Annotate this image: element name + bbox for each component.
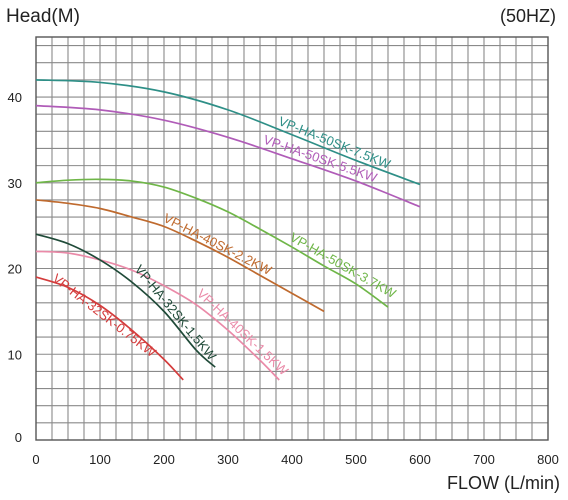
series-line-vp-ha-50sk-3-7kw <box>35 178 389 308</box>
x-axis-title: FLOW (L/min) <box>446 473 560 493</box>
x-tick-label: 600 <box>409 452 431 467</box>
y-tick-label: 40 <box>8 90 22 105</box>
y-tick-label: 30 <box>8 176 22 191</box>
x-tick-label: 0 <box>32 452 39 467</box>
plot-frame <box>35 36 549 441</box>
x-tick-label: 700 <box>473 452 495 467</box>
x-tick-label: 200 <box>153 452 175 467</box>
x-tick-label: 500 <box>345 452 367 467</box>
series-line-vp-ha-32sk-0-75kw <box>35 276 184 381</box>
y-tick-label: 20 <box>8 262 22 277</box>
series-line-vp-ha-50sk-5-5kw <box>35 104 421 208</box>
frequency-label: (50HZ) <box>499 6 556 26</box>
x-tick-label: 400 <box>281 452 303 467</box>
x-tick-label: 100 <box>89 452 111 467</box>
series-line-vp-ha-40sk-2-2kw <box>35 199 325 313</box>
series-line-vp-ha-50sk-7-5kw <box>35 79 421 186</box>
y-tick-label: 10 <box>8 347 22 362</box>
x-tick-label: 300 <box>217 452 239 467</box>
y-axis-title: Head(M) <box>6 6 80 27</box>
series-line-vp-ha-40sk-1-5kw <box>35 250 280 381</box>
x-tick-label: 800 <box>537 452 559 467</box>
y-tick-label: 0 <box>15 430 22 445</box>
series-line-vp-ha-32sk-1-5kw <box>35 233 216 368</box>
